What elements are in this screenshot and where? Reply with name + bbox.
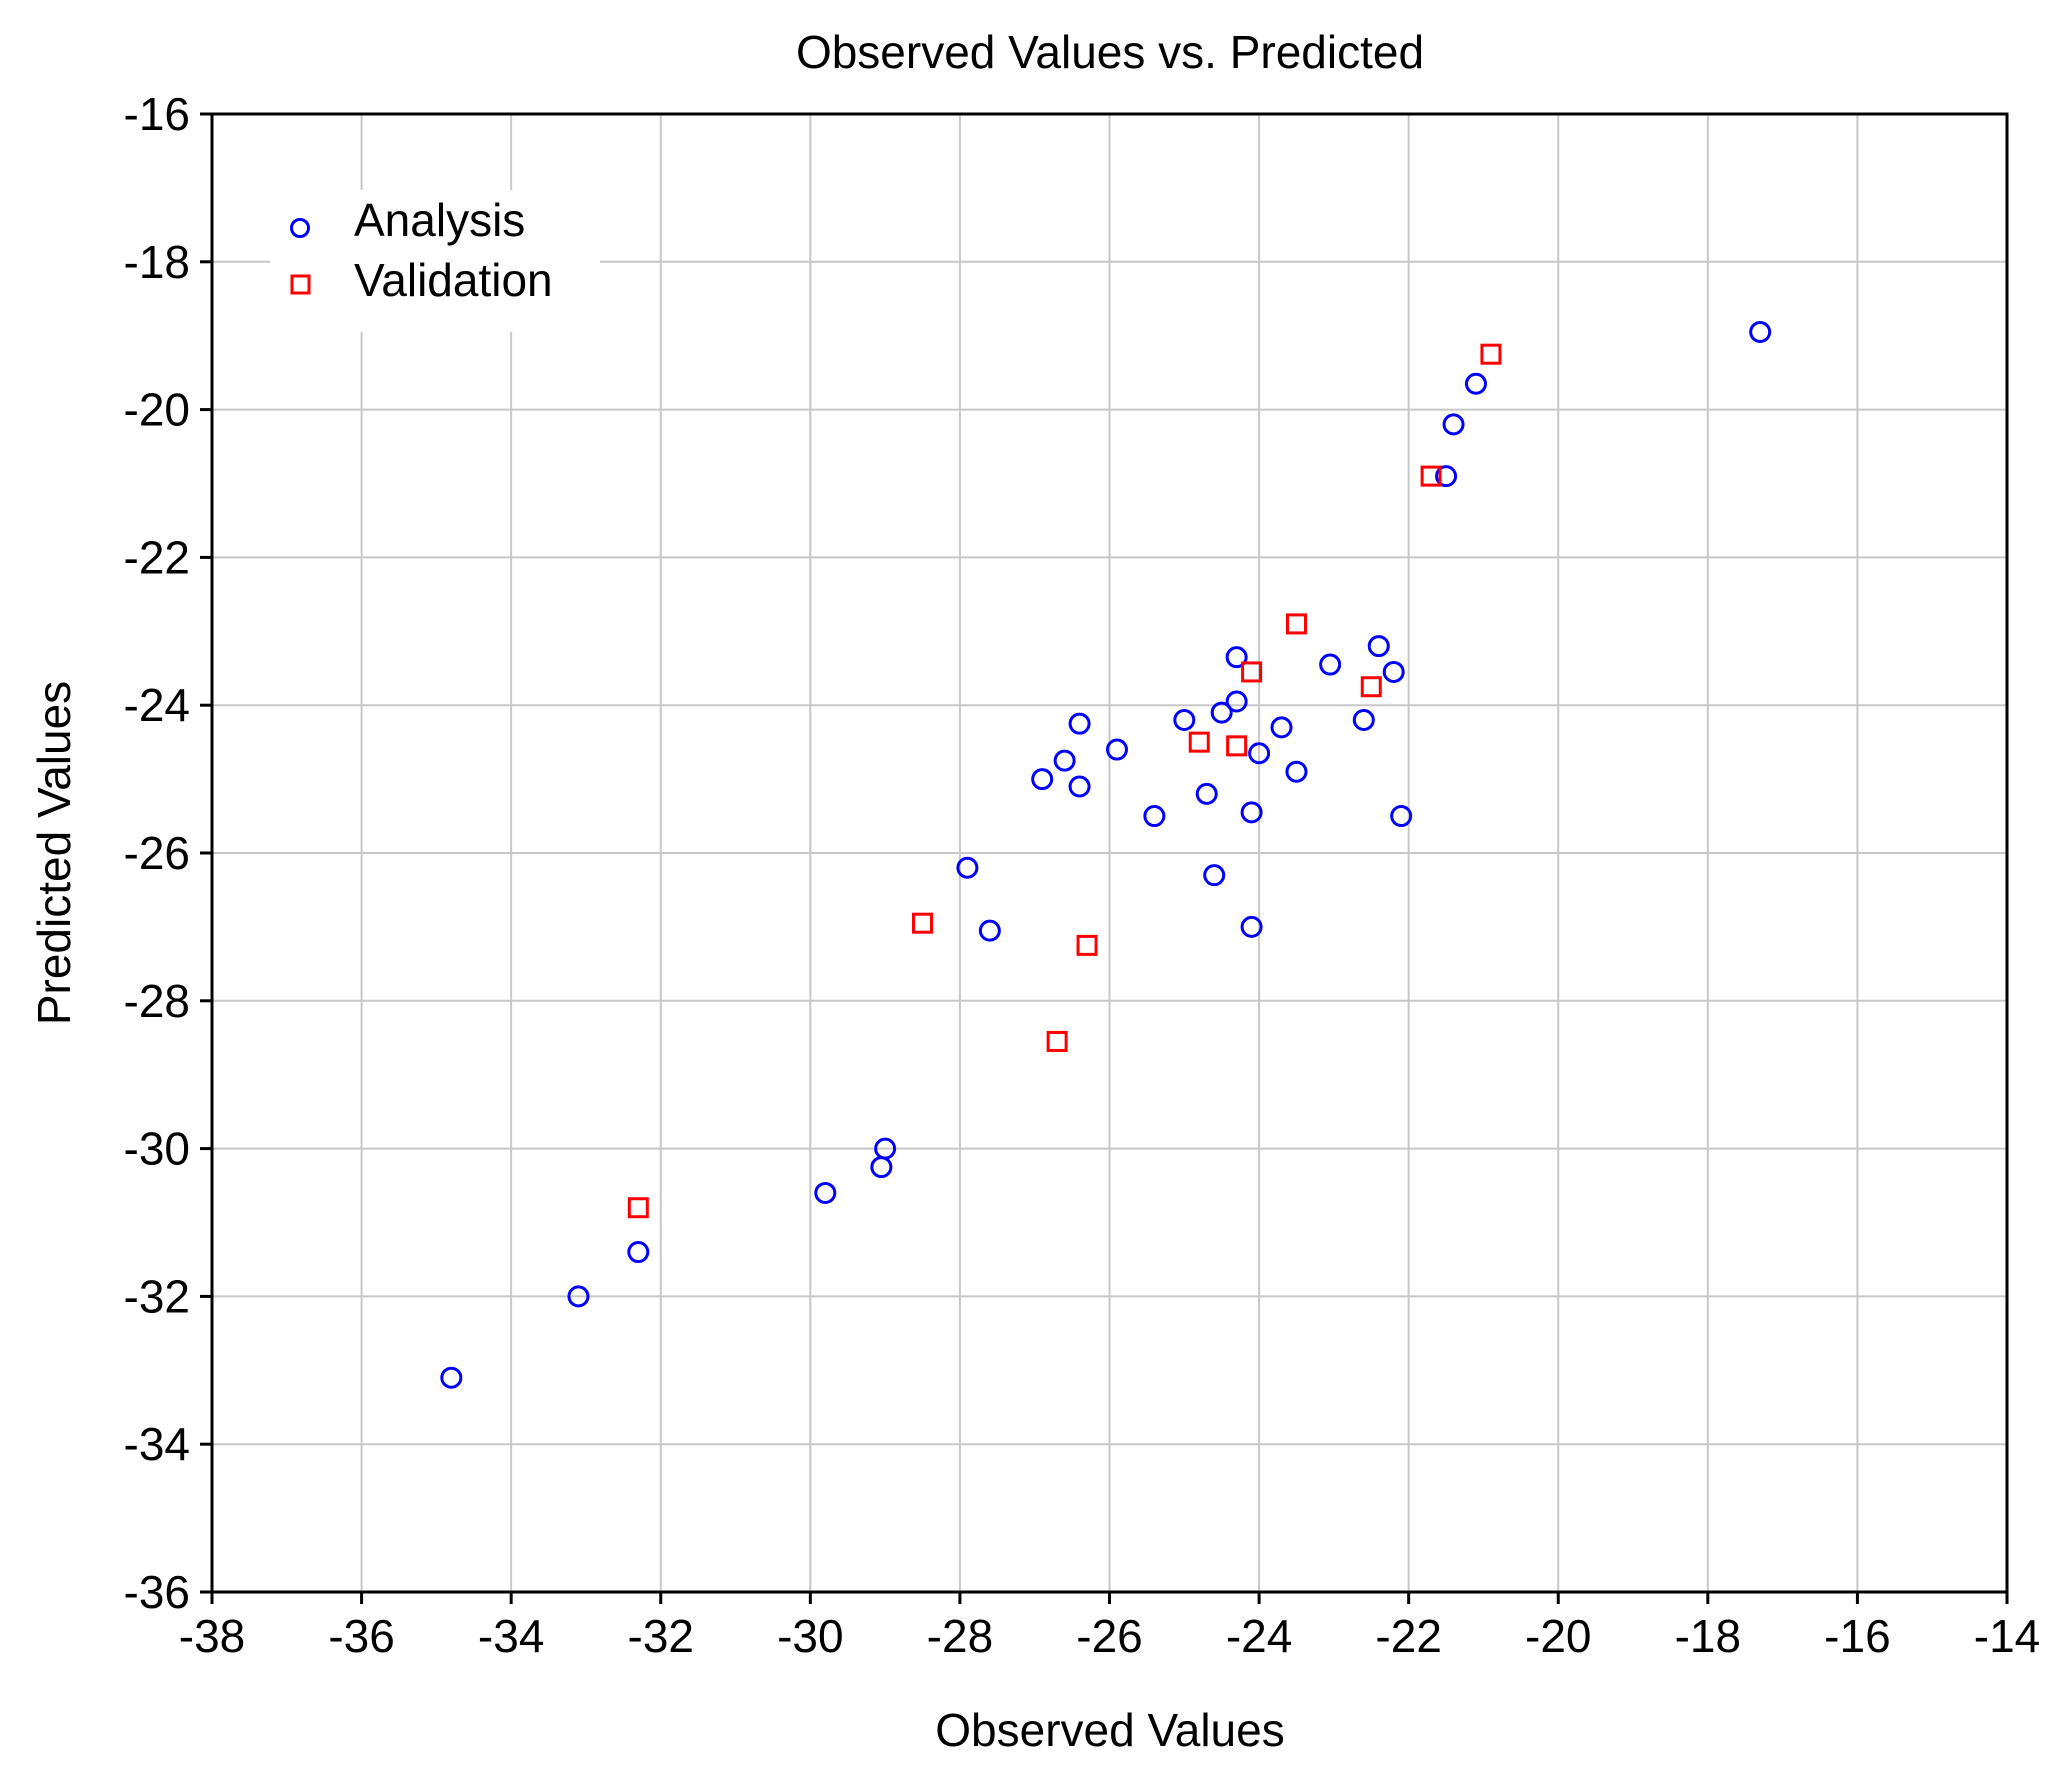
y-tick-label: -18 [124,236,190,288]
validation-point [1188,731,1210,753]
analysis-point [1240,801,1263,824]
y-tick-label: -28 [124,975,190,1027]
analysis-point [1173,708,1196,731]
x-tick-label: -32 [628,1610,694,1662]
x-tick-labels: -38 -36 -34 -32 -30 -28 -26 -24 -22 -20 -18 -16 -14 [179,1610,2040,1662]
analysis-point [1225,690,1248,713]
analysis-point [870,1156,893,1179]
y-tick-labels: -16 -18 -20 -22 -24 -26 -28 -30 -32 -34 -36 [124,88,190,1618]
analysis-point [1240,915,1263,938]
analysis-point [978,919,1001,942]
analysis-point [1464,372,1487,395]
analysis-point [1352,708,1375,731]
validation-point [1420,465,1442,487]
x-tick-label: -24 [1226,1610,1292,1662]
x-tick-label: -14 [1974,1610,2040,1662]
analysis-point [874,1137,897,1160]
grid [212,114,2007,1592]
y-tick-label: -22 [124,531,190,583]
y-tick-label: -20 [124,384,190,436]
x-tick-label: -30 [777,1610,843,1662]
analysis-point [627,1241,650,1264]
legend-label-validation: Validation [354,254,553,306]
analysis-point [1105,738,1128,761]
legend-label-analysis: Analysis [354,194,525,246]
analysis-point [1319,653,1342,676]
analysis-point [814,1181,837,1204]
analysis-point [1143,805,1166,828]
analysis-point [1435,465,1458,488]
axis-ticks [200,112,2009,1604]
y-tick-label: -26 [124,827,190,879]
x-axis-title: Observed Values [935,1704,1284,1756]
analysis-point [1225,646,1248,669]
x-tick-label: -18 [1675,1610,1741,1662]
analysis-point [956,856,979,879]
analysis-point [1031,768,1054,791]
y-tick-label: -30 [124,1123,190,1175]
validation-point [1241,661,1263,683]
validation-point [1480,343,1502,365]
analysis-point [1068,712,1091,735]
analysis-point [1382,660,1405,683]
data-points [440,321,1772,1389]
y-tick-label: -34 [124,1418,190,1470]
y-tick-label: -36 [124,1566,190,1618]
analysis-point [1053,749,1076,772]
chart-title: Observed Values vs. Predicted [796,26,1424,78]
y-tick-label: -24 [124,679,190,731]
x-tick-label: -26 [1076,1610,1142,1662]
validation-point [912,912,934,934]
analysis-point [1367,635,1390,658]
x-tick-label: -16 [1824,1610,1890,1662]
legend-box [270,190,600,332]
analysis-point [1749,321,1772,344]
analysis-point [1285,760,1308,783]
x-tick-label: -22 [1375,1610,1441,1662]
validation-point [1076,934,1098,956]
analysis-point [1203,864,1226,887]
analysis-point [1210,701,1233,724]
x-tick-label: -28 [927,1610,993,1662]
analysis-point [567,1285,590,1308]
analysis-point [1195,782,1218,805]
y-axis-title: Predicted Values [28,681,80,1025]
analysis-point [1390,805,1413,828]
y-tick-label: -16 [124,88,190,140]
validation-point [1046,1030,1068,1052]
legend-marker-validation [290,274,311,295]
validation-point [1360,676,1382,698]
legend-marker-analysis [290,218,310,238]
analysis-point [1248,742,1271,765]
x-tick-label: -20 [1525,1610,1591,1662]
analysis-point [1068,775,1091,798]
validation-point [627,1197,649,1219]
analysis-point [440,1366,463,1389]
x-tick-label: -34 [478,1610,544,1662]
x-tick-label: -38 [179,1610,245,1662]
legend: Analysis Validation [270,190,600,332]
x-tick-label: -36 [328,1610,394,1662]
validation-point [1285,613,1307,635]
analysis-point [1270,716,1293,739]
validation-point [1226,735,1248,757]
analysis-point [1442,413,1465,436]
y-tick-label: -32 [124,1270,190,1322]
